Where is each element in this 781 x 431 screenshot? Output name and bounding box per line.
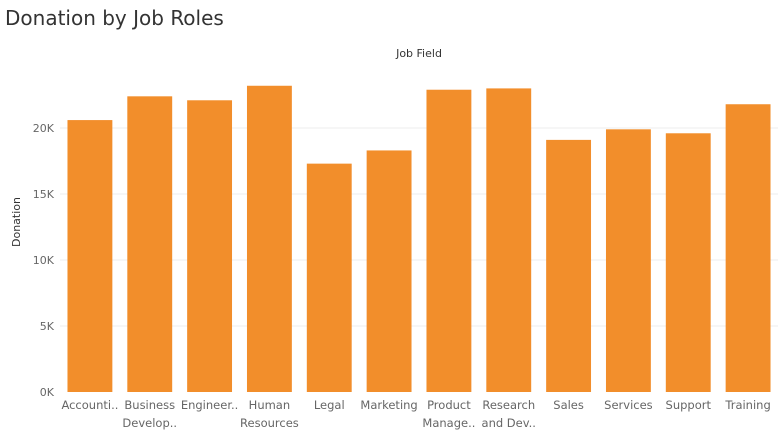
x-category-label: Product (427, 398, 471, 412)
bar[interactable] (605, 129, 651, 392)
y-tick-label: 15K (33, 188, 55, 201)
x-category-label: Business (124, 398, 175, 412)
x-category-label: Human (249, 398, 290, 412)
bar[interactable] (306, 163, 352, 392)
chart-title: Donation by Job Roles (5, 6, 224, 30)
gridlines (60, 127, 778, 327)
y-tick-label: 5K (40, 320, 55, 333)
y-tick-label: 10K (33, 254, 55, 267)
x-category-label: Accounti.. (61, 398, 118, 412)
x-axis-title: Job Field (395, 47, 442, 60)
x-category-label: Legal (314, 398, 345, 412)
x-category-label: Resources (240, 416, 299, 430)
y-axis-ticks: 0K 5K 10K 15K 20K (33, 122, 55, 399)
x-category-label: Develop.. (122, 416, 177, 430)
bar[interactable] (67, 120, 113, 392)
bar[interactable] (366, 150, 412, 392)
bar[interactable] (426, 89, 472, 392)
bar[interactable] (486, 88, 532, 393)
bar[interactable] (246, 85, 292, 392)
x-category-label: and Dev.. (482, 416, 536, 430)
x-category-label: Sales (553, 398, 584, 412)
x-axis-categories: Accounti.. Business Develop.. Engineer.. Hum… (61, 398, 770, 430)
bar[interactable] (187, 100, 233, 392)
bar[interactable] (725, 104, 771, 393)
y-tick-label: 0K (40, 386, 55, 399)
bar[interactable] (127, 96, 173, 392)
x-category-label: Engineer.. (181, 398, 238, 412)
bar[interactable] (546, 139, 592, 392)
bar[interactable] (665, 133, 711, 392)
y-axis-title: Donation (10, 197, 23, 247)
x-category-label: Marketing (360, 398, 417, 412)
y-tick-label: 20K (33, 122, 55, 135)
x-category-label: Manage.. (422, 416, 475, 430)
x-category-label: Services (604, 398, 653, 412)
bars (67, 85, 771, 393)
x-category-label: Research (482, 398, 535, 412)
x-category-label: Training (724, 398, 770, 412)
x-category-label: Support (666, 398, 712, 412)
